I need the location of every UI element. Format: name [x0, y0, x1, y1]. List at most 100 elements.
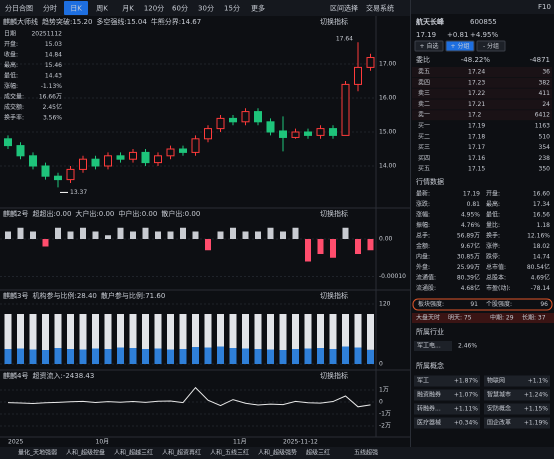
- toolbar-tool[interactable]: 区间选择: [330, 4, 358, 13]
- bottom-tab[interactable]: 人和_超资再红: [162, 449, 201, 457]
- ask-row-bg: [412, 99, 552, 110]
- concept-name[interactable]: 安防概念: [487, 405, 511, 413]
- right-header: [411, 0, 554, 14]
- book-label: 卖一: [418, 112, 430, 119]
- quote-label: 跌停:: [486, 253, 500, 261]
- stacked-bar: [54, 348, 62, 364]
- book-volume: 1163: [535, 123, 550, 130]
- toolbar-tab[interactable]: 日K: [70, 5, 82, 13]
- candle-body: [104, 155, 112, 167]
- stacked-bar: [192, 314, 199, 347]
- toolbar-bg: [0, 0, 410, 16]
- ask-row-bg: [412, 88, 552, 99]
- toolbar-tool[interactable]: 交易系统: [366, 4, 394, 13]
- quote-value: 17.19: [463, 191, 480, 198]
- stacked-bar: [279, 314, 287, 350]
- stacked-bar: [29, 349, 37, 364]
- concept-chip: [414, 403, 480, 415]
- quote-label: 市盈(动):: [486, 284, 511, 292]
- tab-active-bg: [64, 1, 88, 15]
- bar: [242, 231, 249, 239]
- info-label: 涨幅:: [4, 82, 18, 90]
- quote-value: 9.67亿: [461, 242, 480, 250]
- bottom-tab[interactable]: 超级三红: [306, 449, 330, 457]
- switch-indicator-button[interactable]: 切换指标: [320, 209, 348, 218]
- legend-item: 牛熊分界:14.67: [151, 17, 201, 26]
- concept-pct: +1.15%: [524, 406, 548, 413]
- stacked-bar: [317, 348, 324, 364]
- book-volume: 238: [539, 155, 551, 162]
- stacked-bar: [329, 349, 337, 364]
- toolbar-tab[interactable]: 分日合图: [5, 4, 33, 13]
- toolbar-tab[interactable]: 周K: [96, 5, 108, 13]
- bottom-tab[interactable]: 五线超强: [354, 449, 378, 457]
- toolbar-tab[interactable]: 分时: [43, 4, 57, 13]
- strength-text: 个股强度:: [486, 300, 512, 308]
- concept-name[interactable]: 转融券...: [417, 405, 441, 413]
- legend-item: 散户参与比例:71.60: [101, 291, 165, 300]
- book-label: 卖四: [418, 79, 430, 86]
- switch-indicator-button[interactable]: 切换指标: [320, 371, 348, 380]
- stacked-bar: [179, 349, 187, 364]
- button-bg: [414, 40, 444, 52]
- x-tick-label: 10月: [96, 439, 110, 446]
- concept-name[interactable]: 医疗器械: [417, 419, 441, 427]
- bar: [30, 231, 36, 239]
- book-volume: 354: [539, 144, 551, 151]
- info-label: 收盘:: [4, 51, 18, 59]
- concept-name[interactable]: 智慧城市: [487, 391, 511, 399]
- stacked-bar: [92, 348, 99, 364]
- book-price: 17.24: [468, 69, 485, 76]
- candle-body: [191, 138, 200, 153]
- concept-name[interactable]: 军工: [417, 378, 429, 385]
- bar: [267, 227, 274, 239]
- info-label: 成交量:: [4, 93, 24, 101]
- stacked-bar: [154, 314, 162, 349]
- bottom-tab[interactable]: 人和_超级强势: [258, 449, 297, 457]
- bottom-tab[interactable]: 人和_五线三红: [210, 449, 249, 457]
- switch-indicator-button[interactable]: 切换指标: [320, 291, 348, 300]
- bottom-tab[interactable]: 人和_超级控盘: [66, 449, 105, 457]
- quote-value: 56.89万: [457, 233, 480, 240]
- concept-name[interactable]: 融资融券: [417, 391, 441, 399]
- price-pct: +4.95%: [470, 31, 498, 39]
- info-label: 日期: [4, 30, 16, 38]
- toolbar-tab[interactable]: 60分: [172, 4, 188, 13]
- candle-body: [79, 158, 87, 170]
- concept-name[interactable]: 物联网: [487, 377, 505, 385]
- ask-row-bg: [412, 110, 552, 121]
- stacked-bar: [154, 348, 162, 364]
- candle-body: [316, 128, 325, 136]
- quote-value: 14.74: [533, 254, 550, 261]
- y-tick-label: 16.00: [379, 95, 396, 102]
- bar: [217, 231, 224, 239]
- panel-title: 麒麟大师线: [3, 17, 38, 26]
- action-button[interactable]: - 分组: [483, 42, 499, 50]
- concept-name[interactable]: 国企改革: [487, 419, 511, 427]
- bottom-tab[interactable]: 量化_天地强弱: [18, 449, 57, 457]
- candle-body: [341, 83, 350, 136]
- quote-label: 最低:: [486, 211, 500, 219]
- book-volume: 350: [539, 166, 551, 173]
- bottom-tab[interactable]: 人和_超越三红: [114, 449, 153, 457]
- candle-body: [141, 151, 150, 164]
- info-label: 最低:: [4, 72, 18, 80]
- last-price: 17.19: [416, 31, 436, 39]
- book-price: 17.17: [468, 144, 485, 151]
- toolbar-tab[interactable]: 更多: [251, 4, 265, 13]
- switch-indicator-button[interactable]: 切换指标: [320, 17, 348, 26]
- action-button[interactable]: + 分组: [451, 42, 470, 50]
- action-button[interactable]: + 自选: [420, 42, 439, 50]
- toolbar-tab[interactable]: 月K: [122, 5, 134, 13]
- toolbar-tab[interactable]: 15分: [224, 4, 240, 13]
- toolbar-tab[interactable]: 120分: [144, 4, 164, 13]
- industry-pct: 2.46%: [458, 343, 477, 350]
- stacked-bar: [254, 314, 262, 349]
- industry-name[interactable]: 军工电...: [417, 342, 441, 350]
- legend-item: 机构参与比例:28.40: [32, 291, 96, 300]
- toolbar-tab[interactable]: 30分: [198, 4, 214, 13]
- quote-label: 量比:: [486, 221, 500, 229]
- f10-button[interactable]: F10: [538, 3, 551, 11]
- stacked-bar: [304, 314, 312, 349]
